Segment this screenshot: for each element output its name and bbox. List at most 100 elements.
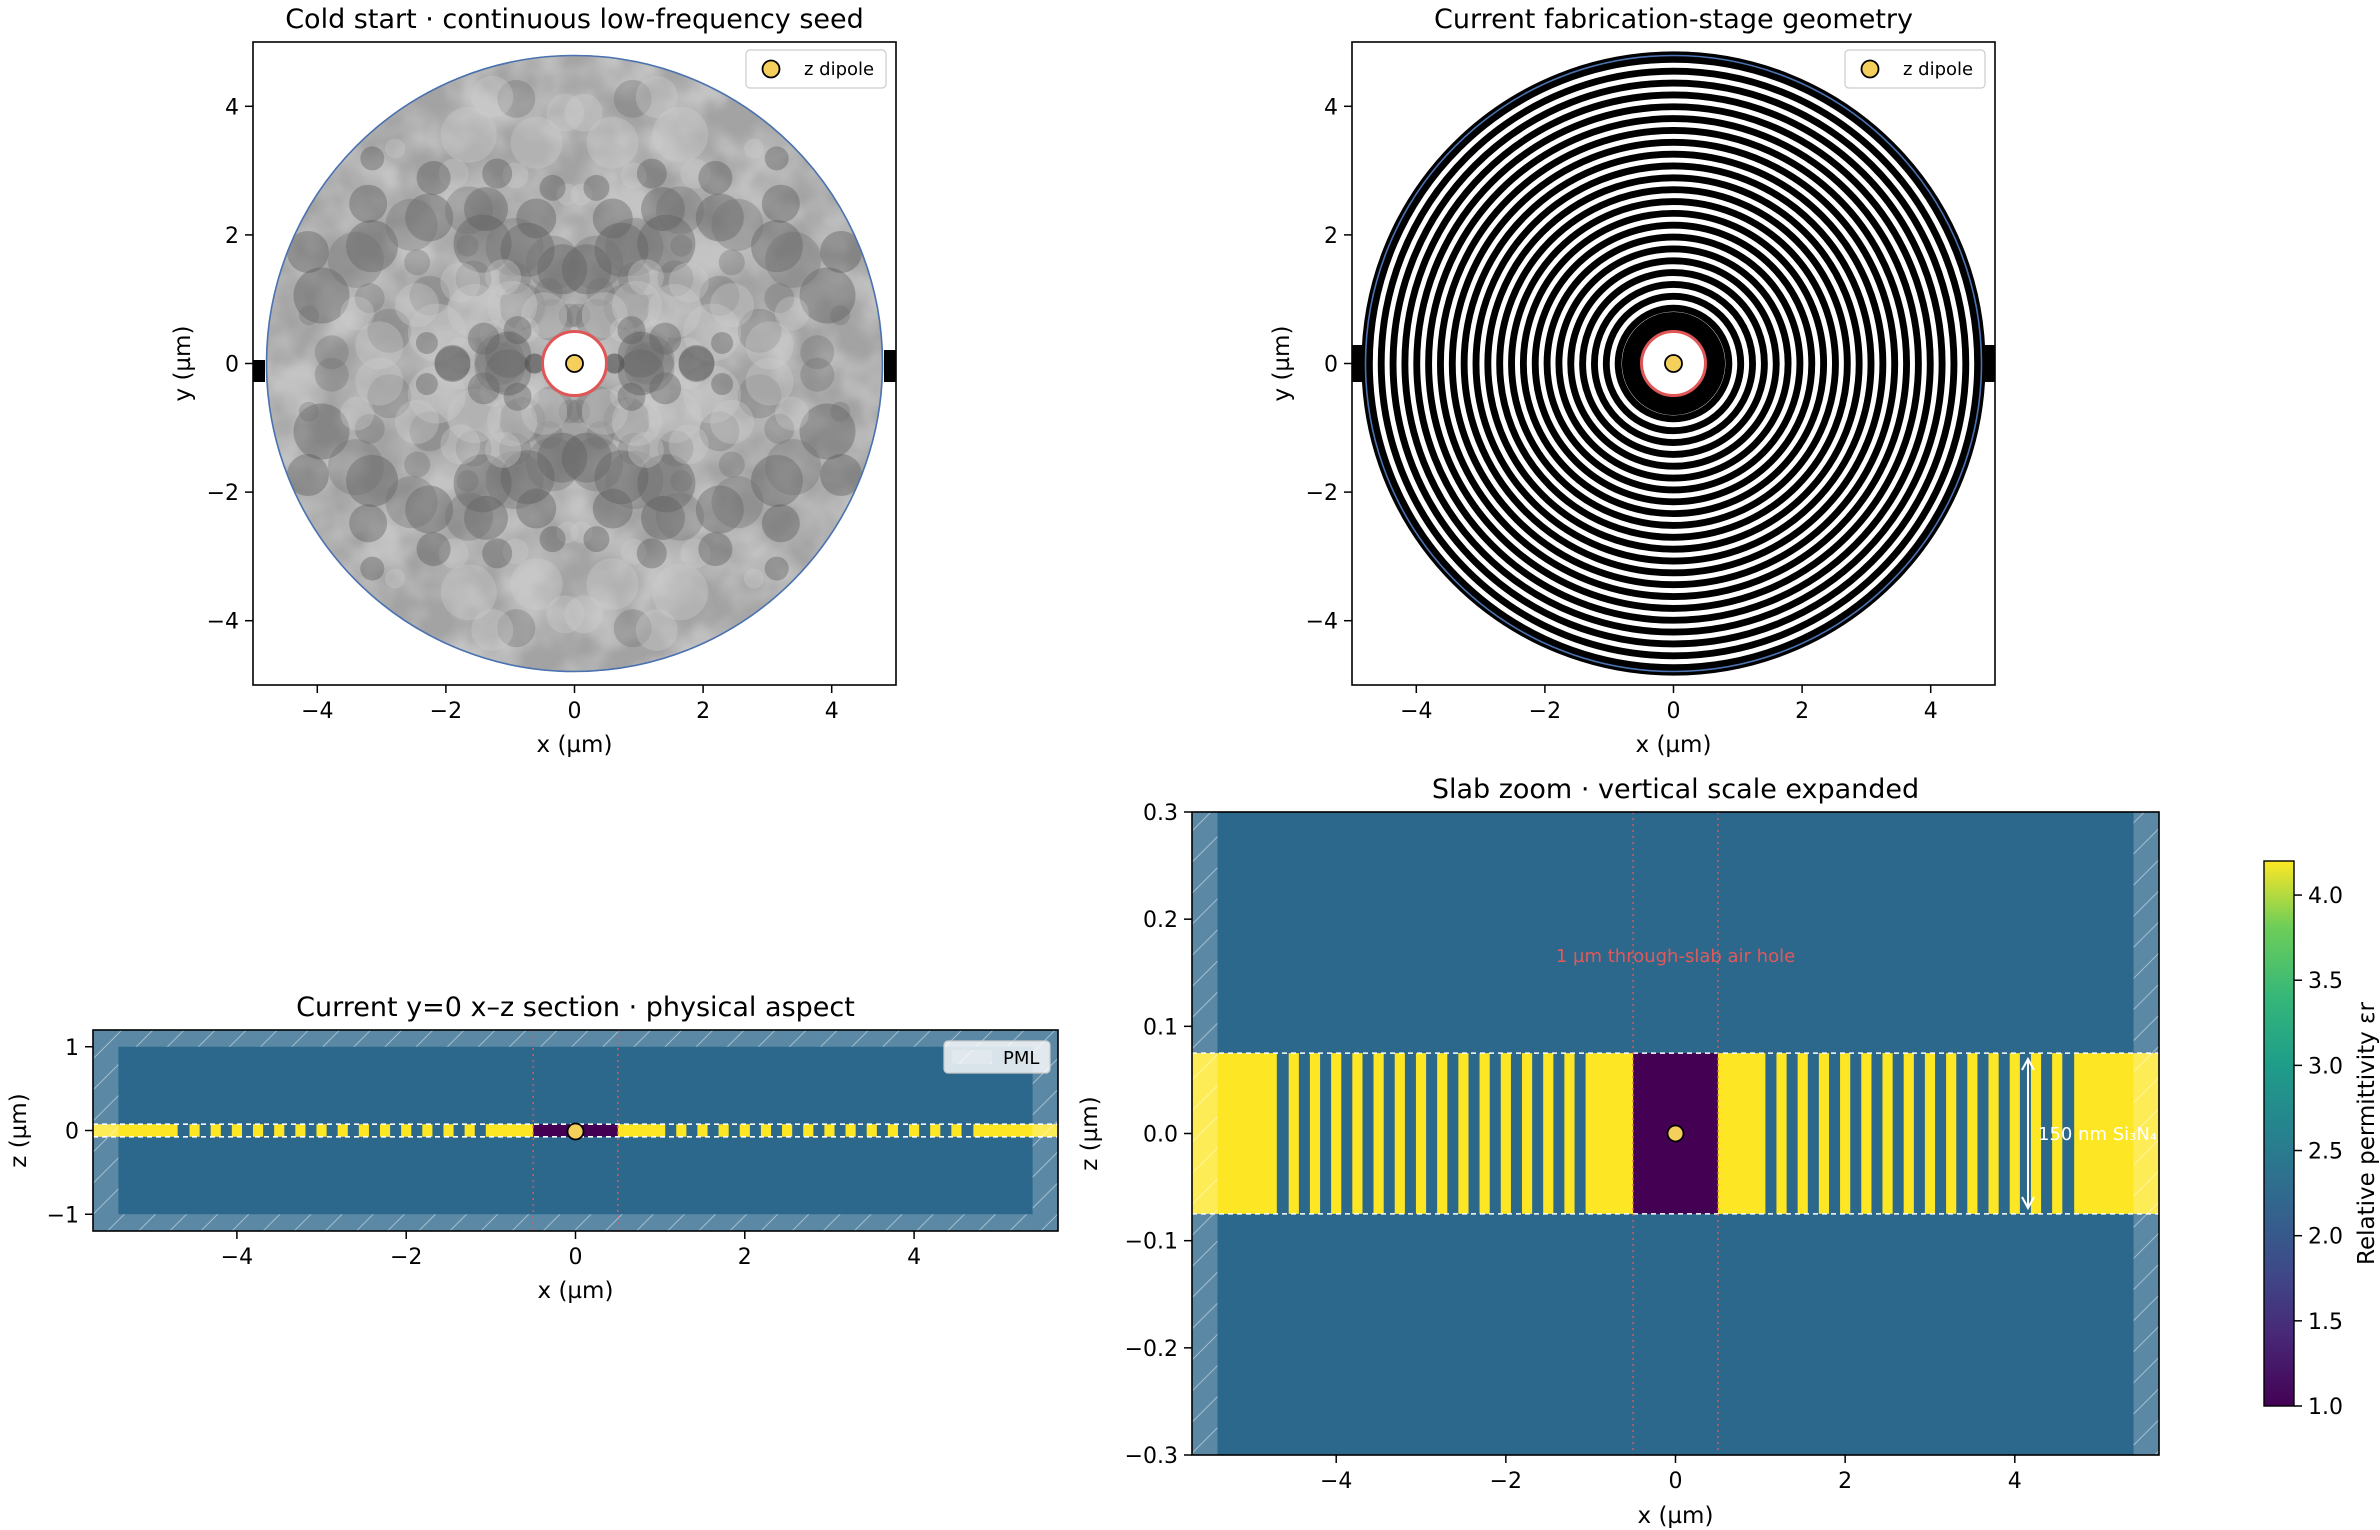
fab-ytick-label: 0: [1324, 353, 1338, 378]
seed-blotch: [750, 220, 803, 273]
seed-blotch: [670, 234, 693, 257]
seed-blotch: [467, 322, 500, 355]
zoom-plot-area: 150 nm Si₃N₄: [1192, 812, 2159, 1455]
seed-blotch: [586, 116, 639, 169]
seed-blotch: [499, 283, 546, 330]
colorbar-tick-label: 1.0: [2308, 1395, 2343, 1420]
seed-blotch: [444, 186, 493, 235]
fab-legend-label: z dipole: [1903, 59, 1973, 80]
zoom-guides: [1632, 812, 1719, 1455]
fab-plot-area: [1352, 51, 1995, 676]
seed-blotch: [637, 214, 696, 273]
seed-blotch: [581, 292, 628, 339]
seed-blotch: [385, 198, 438, 251]
seed-blotch: [605, 451, 664, 510]
seed-blotch: [471, 609, 514, 652]
seed-blotch: [830, 401, 851, 422]
xz-ytick-label: −1: [47, 1203, 79, 1228]
seed-blotch: [672, 357, 705, 390]
seed-blotch: [485, 331, 532, 378]
seed-blotch: [576, 385, 619, 428]
seed-blotch: [764, 146, 789, 171]
seed-blotch: [617, 331, 664, 378]
seed-blotch: [761, 504, 800, 543]
fab-ring: [1614, 304, 1733, 423]
zoom-ytick-label: 0.3: [1143, 801, 1178, 826]
seed-blotch: [467, 372, 500, 405]
seed-blotch: [394, 283, 439, 328]
seed-blotch: [765, 231, 822, 288]
zoom-slab-stripe: [1717, 1053, 1766, 1214]
zoom-slab-stripe: [1967, 1053, 1978, 1214]
seed-blotch: [603, 397, 650, 444]
seed-blotch: [627, 431, 664, 468]
seed-blotch: [745, 357, 794, 406]
seed-blotch: [385, 568, 406, 589]
seed-blotch: [657, 430, 694, 467]
seed-blotch: [286, 230, 329, 273]
colorbar: 1.0 1.5 2.0 2.5 3.0 3.5 4.0 Relative permittiv…: [2263, 860, 2380, 1420]
fab-panel: Current fabrication-stage geometry −4 −2 0…: [1269, 4, 1996, 758]
seed-blotch: [521, 292, 568, 339]
zoom-slab-stripe: [2052, 1053, 2063, 1214]
colorbar-gradient: [2264, 861, 2294, 1406]
seed-blotch: [456, 234, 479, 257]
seed-blotch: [354, 283, 385, 314]
seed-panel: Cold start · continuous low-frequency se…: [170, 4, 897, 758]
seed-blotch: [624, 342, 675, 393]
seed-blotch: [698, 160, 733, 195]
seed-blotch: [474, 342, 525, 393]
seed-blotch: [641, 320, 670, 349]
fab-ylabel: y (µm): [1269, 326, 1295, 402]
fab-ytick-label: −2: [1306, 481, 1338, 506]
seed-blotch: [463, 495, 508, 540]
seed-blotch: [434, 346, 471, 383]
seed-blotch: [355, 321, 404, 370]
seed-blotch: [440, 564, 497, 621]
zoom-ticks: −4 −2 0 2 4 −0.3 −0.2 −0.1 0.0 0.1 0.2 0.3: [1125, 801, 2022, 1494]
seed-blotch: [415, 331, 438, 354]
xz-xtick-label: 4: [907, 1245, 921, 1270]
zoom-slab-stripe: [1840, 1053, 1851, 1214]
zoom-hole-annotation: 1 µm through-slab air hole: [1556, 946, 1795, 967]
seed-xtick-label: −4: [301, 699, 333, 724]
seed-blotch: [647, 283, 702, 338]
zoom-ytick-label: 0.2: [1143, 908, 1178, 933]
seed-blotch: [499, 262, 532, 295]
xz-slab-stripe: [909, 1124, 920, 1137]
fab-legend-marker: [1860, 59, 1880, 79]
zoom-slab-stripe: [1543, 1053, 1554, 1214]
seed-blotch: [405, 193, 454, 242]
fab-xlabel: x (µm): [1636, 732, 1712, 758]
seed-blotch: [569, 235, 624, 290]
seed-blotch: [500, 222, 555, 277]
seed-blotch: [561, 244, 612, 295]
seed-blotch: [570, 521, 593, 544]
zoom-slab-stripe: [1988, 1053, 1999, 1214]
seed-blotch: [583, 526, 610, 553]
zoom-slab-stripe: [1924, 1053, 1936, 1214]
seed-blotch: [624, 334, 675, 385]
seed-blotch: [293, 267, 350, 324]
seed-blotch: [485, 217, 544, 276]
seed-blotch: [774, 296, 809, 331]
seed-blotch: [456, 470, 479, 493]
seed-blotch: [539, 174, 566, 201]
zoom-slab-stripe: [1309, 1053, 1321, 1214]
seed-legend-box: [745, 49, 887, 89]
zoom-pml-right: [2133, 812, 2159, 1455]
seed-blotch: [586, 277, 615, 306]
seed-blotch: [474, 334, 525, 385]
fab-ring: [1413, 103, 1934, 624]
xz-legend-label: PML: [1003, 1048, 1039, 1069]
seed-blotch: [764, 283, 795, 314]
seed-blotch: [455, 260, 492, 297]
seed-blotch: [354, 413, 385, 444]
fab-ring: [1401, 91, 1946, 636]
fab-ring: [1543, 233, 1804, 494]
zoom-xtick-label: 4: [2008, 1469, 2022, 1494]
seed-blotch: [521, 388, 568, 435]
seed-blotch: [583, 174, 610, 201]
seed-blotch: [710, 399, 755, 444]
fab-xtick-label: 0: [1667, 699, 1681, 724]
